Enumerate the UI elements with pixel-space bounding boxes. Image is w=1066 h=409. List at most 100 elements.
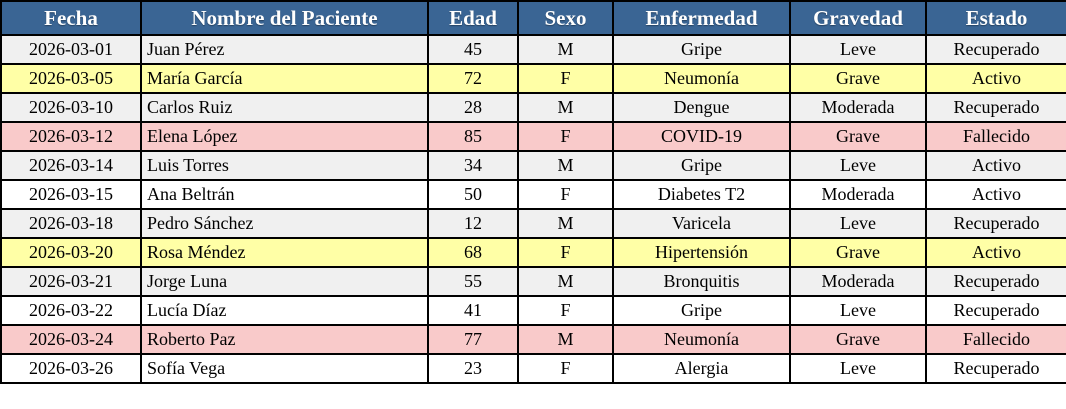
cell-fecha[interactable]: 2026-03-20 [0, 237, 142, 268]
col-header-nombre[interactable]: Nombre del Paciente [140, 0, 429, 36]
cell-gravedad[interactable]: Leve [789, 353, 927, 384]
cell-gravedad[interactable]: Moderada [789, 179, 927, 210]
cell-edad[interactable]: 28 [427, 92, 519, 123]
cell-fecha[interactable]: 2026-03-18 [0, 208, 142, 239]
cell-gravedad[interactable]: Leve [789, 208, 927, 239]
cell-sexo[interactable]: F [517, 121, 614, 152]
cell-gravedad[interactable]: Leve [789, 295, 927, 326]
table-row[interactable]: 2026-03-14 Luis Torres 34 M Gripe Leve Activo [0, 150, 1066, 181]
cell-estado[interactable]: Activo [925, 63, 1066, 94]
cell-edad[interactable]: 50 [427, 179, 519, 210]
table-row[interactable]: 2026-03-18 Pedro Sánchez 12 M Varicela Leve Re… [0, 208, 1066, 239]
cell-estado[interactable]: Activo [925, 179, 1066, 210]
col-header-gravedad[interactable]: Gravedad [789, 0, 927, 36]
cell-enfermedad[interactable]: Dengue [612, 92, 791, 123]
cell-nombre[interactable]: Carlos Ruiz [140, 92, 429, 123]
table-row[interactable]: 2026-03-05 María García 72 F Neumonía Grave Ac… [0, 63, 1066, 94]
cell-enfermedad[interactable]: Gripe [612, 34, 791, 65]
cell-gravedad[interactable]: Leve [789, 150, 927, 181]
cell-enfermedad[interactable]: Neumonía [612, 63, 791, 94]
cell-sexo[interactable]: F [517, 63, 614, 94]
cell-nombre[interactable]: Roberto Paz [140, 324, 429, 355]
cell-nombre[interactable]: Sofía Vega [140, 353, 429, 384]
cell-gravedad[interactable]: Moderada [789, 92, 927, 123]
cell-enfermedad[interactable]: COVID-19 [612, 121, 791, 152]
cell-gravedad[interactable]: Grave [789, 121, 927, 152]
cell-edad[interactable]: 68 [427, 237, 519, 268]
cell-nombre[interactable]: Lucía Díaz [140, 295, 429, 326]
cell-enfermedad[interactable]: Alergia [612, 353, 791, 384]
cell-fecha[interactable]: 2026-03-01 [0, 34, 142, 65]
cell-sexo[interactable]: F [517, 237, 614, 268]
cell-sexo[interactable]: F [517, 179, 614, 210]
table-row[interactable]: 2026-03-15 Ana Beltrán 50 F Diabetes T2 Moder… [0, 179, 1066, 210]
cell-fecha[interactable]: 2026-03-26 [0, 353, 142, 384]
cell-fecha[interactable]: 2026-03-24 [0, 324, 142, 355]
table-row[interactable]: 2026-03-24 Roberto Paz 77 M Neumonía Grave Fal… [0, 324, 1066, 355]
cell-estado[interactable]: Fallecido [925, 121, 1066, 152]
cell-sexo[interactable]: M [517, 92, 614, 123]
cell-estado[interactable]: Fallecido [925, 324, 1066, 355]
cell-estado[interactable]: Recuperado [925, 295, 1066, 326]
cell-gravedad[interactable]: Grave [789, 237, 927, 268]
cell-fecha[interactable]: 2026-03-14 [0, 150, 142, 181]
cell-enfermedad[interactable]: Diabetes T2 [612, 179, 791, 210]
cell-estado[interactable]: Activo [925, 150, 1066, 181]
table-row[interactable]: 2026-03-22 Lucía Díaz 41 F Gripe Leve Recupera… [0, 295, 1066, 326]
cell-edad[interactable]: 41 [427, 295, 519, 326]
table-row[interactable]: 2026-03-26 Sofía Vega 23 F Alergia Leve Recupe… [0, 353, 1066, 384]
cell-nombre[interactable]: Juan Pérez [140, 34, 429, 65]
cell-gravedad[interactable]: Grave [789, 63, 927, 94]
cell-fecha[interactable]: 2026-03-10 [0, 92, 142, 123]
cell-enfermedad[interactable]: Hipertensión [612, 237, 791, 268]
cell-edad[interactable]: 85 [427, 121, 519, 152]
table-row[interactable]: 2026-03-12 Elena López 85 F COVID-19 Grave Fal… [0, 121, 1066, 152]
col-header-estado[interactable]: Estado [925, 0, 1066, 36]
cell-sexo[interactable]: M [517, 208, 614, 239]
cell-sexo[interactable]: M [517, 324, 614, 355]
cell-sexo[interactable]: M [517, 266, 614, 297]
cell-estado[interactable]: Recuperado [925, 266, 1066, 297]
cell-sexo[interactable]: M [517, 34, 614, 65]
cell-edad[interactable]: 55 [427, 266, 519, 297]
table-row[interactable]: 2026-03-20 Rosa Méndez 68 F Hipertensión Grav… [0, 237, 1066, 268]
table-row[interactable]: 2026-03-01 Juan Pérez 45 M Gripe Leve Recupera… [0, 34, 1066, 65]
cell-estado[interactable]: Recuperado [925, 208, 1066, 239]
cell-sexo[interactable]: F [517, 295, 614, 326]
cell-fecha[interactable]: 2026-03-05 [0, 63, 142, 94]
cell-edad[interactable]: 23 [427, 353, 519, 384]
cell-sexo[interactable]: F [517, 353, 614, 384]
cell-edad[interactable]: 72 [427, 63, 519, 94]
cell-sexo[interactable]: M [517, 150, 614, 181]
cell-fecha[interactable]: 2026-03-21 [0, 266, 142, 297]
cell-nombre[interactable]: Rosa Méndez [140, 237, 429, 268]
cell-fecha[interactable]: 2026-03-12 [0, 121, 142, 152]
cell-estado[interactable]: Recuperado [925, 92, 1066, 123]
table-row[interactable]: 2026-03-10 Carlos Ruiz 28 M Dengue Moderada Re… [0, 92, 1066, 123]
cell-enfermedad[interactable]: Gripe [612, 295, 791, 326]
cell-nombre[interactable]: Elena López [140, 121, 429, 152]
cell-fecha[interactable]: 2026-03-22 [0, 295, 142, 326]
cell-edad[interactable]: 12 [427, 208, 519, 239]
cell-nombre[interactable]: Pedro Sánchez [140, 208, 429, 239]
cell-nombre[interactable]: María García [140, 63, 429, 94]
cell-nombre[interactable]: Luis Torres [140, 150, 429, 181]
col-header-edad[interactable]: Edad [427, 0, 519, 36]
cell-nombre[interactable]: Ana Beltrán [140, 179, 429, 210]
cell-gravedad[interactable]: Grave [789, 324, 927, 355]
cell-edad[interactable]: 45 [427, 34, 519, 65]
cell-estado[interactable]: Recuperado [925, 34, 1066, 65]
col-header-enfermedad[interactable]: Enfermedad [612, 0, 791, 36]
table-row[interactable]: 2026-03-21 Jorge Luna 55 M Bronquitis Moderad… [0, 266, 1066, 297]
cell-enfermedad[interactable]: Neumonía [612, 324, 791, 355]
cell-estado[interactable]: Activo [925, 237, 1066, 268]
cell-estado[interactable]: Recuperado [925, 353, 1066, 384]
cell-gravedad[interactable]: Moderada [789, 266, 927, 297]
cell-nombre[interactable]: Jorge Luna [140, 266, 429, 297]
cell-enfermedad[interactable]: Varicela [612, 208, 791, 239]
cell-gravedad[interactable]: Leve [789, 34, 927, 65]
cell-edad[interactable]: 77 [427, 324, 519, 355]
cell-fecha[interactable]: 2026-03-15 [0, 179, 142, 210]
cell-edad[interactable]: 34 [427, 150, 519, 181]
cell-enfermedad[interactable]: Gripe [612, 150, 791, 181]
